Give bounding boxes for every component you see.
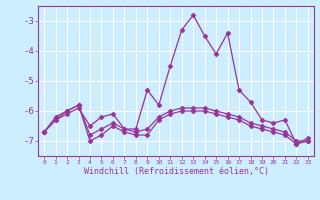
X-axis label: Windchill (Refroidissement éolien,°C): Windchill (Refroidissement éolien,°C) xyxy=(84,167,268,176)
